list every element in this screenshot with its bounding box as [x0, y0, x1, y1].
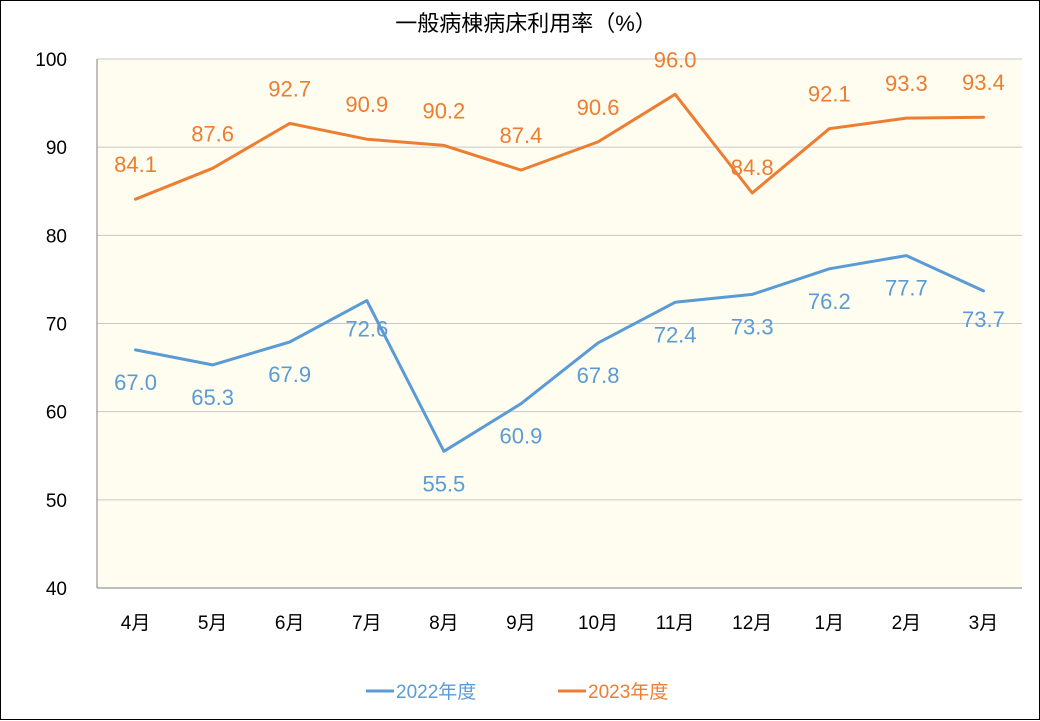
data-label: 93.3 — [885, 71, 928, 96]
x-tick-label: 3月 — [969, 613, 999, 634]
data-label: 67.8 — [577, 363, 620, 388]
data-labels: 67.0 65.3 67.9 72.6 55.5 60.9 67.8 72.4 73.3 76.2… — [114, 47, 1005, 496]
data-label: 84.1 — [114, 152, 157, 177]
y-tick-label: 100 — [35, 50, 67, 71]
x-tick-label: 7月 — [352, 613, 382, 634]
y-tick-label: 90 — [46, 138, 67, 159]
data-label: 67.0 — [114, 370, 157, 395]
series-line-2 — [134, 92, 985, 201]
data-label: 87.6 — [191, 121, 234, 146]
data-label: 92.7 — [268, 76, 311, 101]
y-tick-label: 60 — [46, 403, 67, 424]
y-axis: 40 50 60 70 80 90 100 — [35, 50, 1022, 600]
legend-entry: 2022年度 — [396, 681, 476, 703]
data-label: 55.5 — [422, 471, 465, 496]
data-label: 72.6 — [345, 317, 388, 342]
y-tick-label: 80 — [46, 226, 67, 247]
data-label: 87.4 — [500, 123, 543, 148]
x-tick-label: 2月 — [892, 613, 922, 634]
series-line-1 — [134, 254, 985, 453]
data-label: 67.9 — [268, 362, 311, 387]
x-tick-label: 5月 — [198, 613, 228, 634]
data-label: 72.4 — [654, 322, 697, 347]
data-label: 92.1 — [808, 82, 851, 107]
data-label: 76.2 — [808, 289, 851, 314]
data-label: 93.4 — [962, 70, 1005, 95]
data-label: 73.3 — [731, 314, 774, 339]
data-label: 65.3 — [191, 385, 234, 410]
legend: 2022年度 2023年度 — [366, 681, 668, 703]
x-tick-label: 10月 — [578, 613, 618, 634]
data-label: 90.6 — [577, 95, 620, 120]
x-tick-label: 6月 — [275, 613, 305, 634]
y-tick-label: 70 — [46, 315, 67, 336]
x-tick-label: 4月 — [121, 613, 151, 634]
x-tick-label: 9月 — [506, 613, 536, 634]
chart-title: 一般病棟病床利用率（%） — [395, 11, 657, 36]
gridlines — [97, 58, 1022, 501]
data-label: 73.7 — [962, 307, 1005, 332]
x-tick-label: 11月 — [656, 613, 695, 634]
data-label: 77.7 — [885, 276, 928, 301]
x-tick-label: 1月 — [815, 613, 845, 634]
y-tick-label: 50 — [46, 491, 67, 512]
x-axis: 4月 5月 6月 7月 8月 9月 10月 11月 12月 1月 2月 3月 — [121, 613, 998, 634]
data-label: 90.9 — [345, 92, 388, 117]
x-tick-label: 12月 — [732, 613, 772, 634]
data-label: 90.2 — [422, 98, 465, 123]
legend-entry: 2023年度 — [588, 681, 668, 703]
data-label: 60.9 — [500, 424, 543, 449]
y-tick-label: 40 — [46, 579, 67, 600]
data-label: 96.0 — [654, 47, 697, 72]
series-lines — [134, 92, 985, 453]
data-label: 84.8 — [731, 155, 774, 180]
x-tick-label: 8月 — [429, 613, 459, 634]
